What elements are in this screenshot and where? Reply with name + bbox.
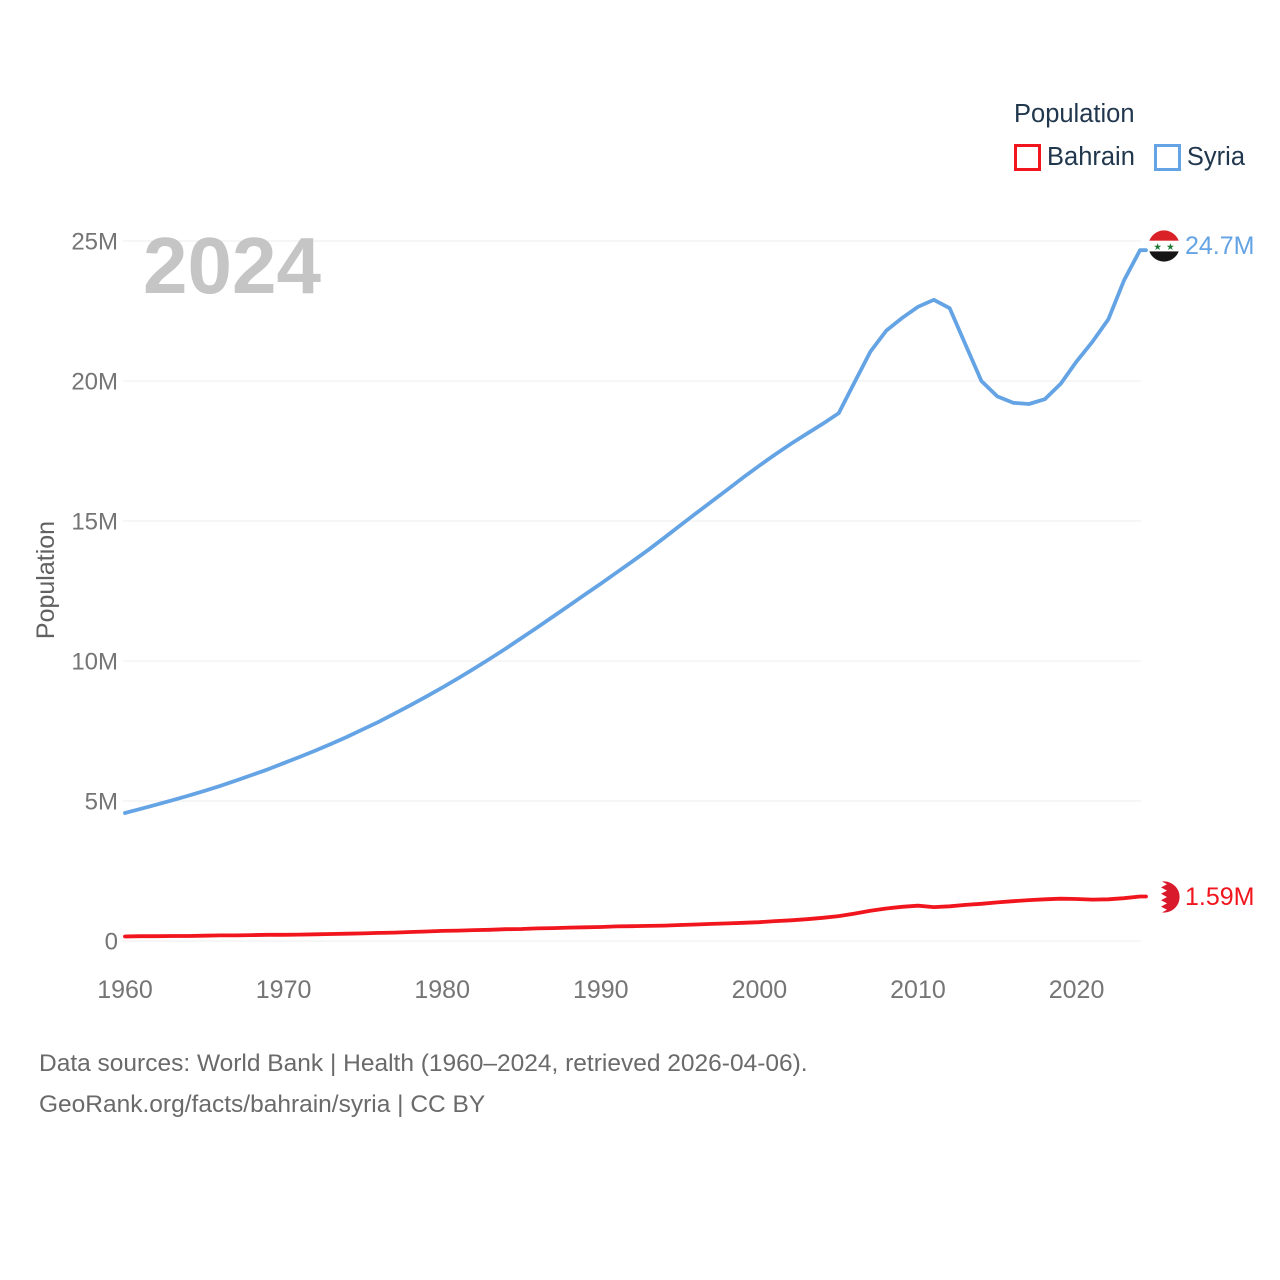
series-lines — [123, 248, 1148, 939]
y-tick-label: 15M — [71, 509, 118, 536]
footer-attribution-line: GeoRank.org/facts/bahrain/syria | CC BY — [39, 1090, 486, 1118]
svg-text:★: ★ — [1153, 242, 1162, 253]
legend-title: Population — [1014, 100, 1135, 128]
bahrain-flag-icon — [1148, 881, 1180, 913]
bahrain-series-line — [123, 894, 1148, 939]
x-tick-label: 1960 — [97, 976, 153, 1004]
footer-sources-line: Data sources: World Bank | Health (1960–… — [39, 1050, 808, 1077]
syria-end-value-label: 24.7M — [1185, 232, 1255, 260]
bahrain-swatch — [1014, 144, 1041, 171]
x-tick-label: 2020 — [1049, 976, 1105, 1004]
y-tick-label: 20M — [71, 369, 118, 396]
syria-series-line — [123, 248, 1148, 815]
y-tick-label: 0 — [105, 929, 118, 956]
legend-items: Bahrain Syria — [1014, 143, 1274, 172]
legend-label-syria: Syria — [1186, 143, 1246, 171]
y-tick-label: 5M — [85, 789, 118, 816]
x-tick-label: 1970 — [256, 976, 312, 1004]
bahrain-end-value-label: 1.59M — [1185, 883, 1255, 911]
y-axis-title: Population — [32, 520, 60, 640]
syria-swatch — [1153, 144, 1181, 171]
year-watermark: 2024 — [143, 221, 321, 310]
x-tick-label: 2010 — [890, 976, 946, 1004]
x-tick-label: 1980 — [414, 976, 470, 1004]
x-tick-label: 1990 — [573, 976, 629, 1004]
legend-item-bahrain: Bahrain — [1014, 143, 1135, 172]
footer: Data sources: World Bank | Health (1960–… — [39, 1044, 808, 1125]
legend: Population Bahrain Syria — [1014, 100, 1274, 172]
y-tick-label: 10M — [71, 649, 118, 676]
axis-tick-labels: 0 5M 10M 15M 20M 25M 1960 1970 1980 1990 2000 2010 2… — [71, 229, 1104, 1005]
legend-item-syria: Syria — [1153, 143, 1246, 172]
syria-flag-icon: ★ ★ — [1148, 230, 1180, 262]
gridlines — [123, 240, 1141, 942]
x-tick-label: 2000 — [732, 976, 788, 1004]
y-tick-label: 25M — [71, 229, 118, 256]
legend-label-bahrain: Bahrain — [1047, 143, 1135, 171]
svg-text:★: ★ — [1166, 242, 1175, 253]
